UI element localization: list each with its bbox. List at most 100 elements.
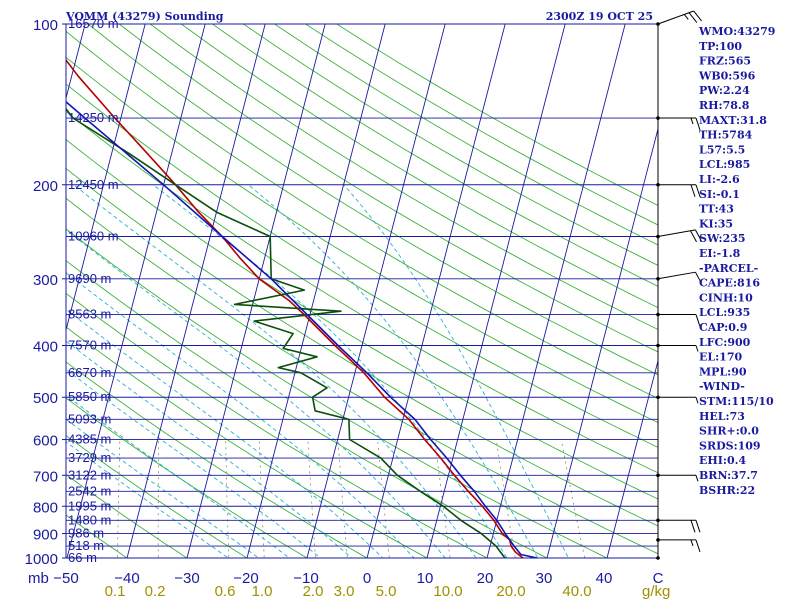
mixing-ratio-line bbox=[117, 439, 121, 558]
temperature-tick-label: −20 bbox=[233, 570, 258, 587]
index-item: KI:35 bbox=[699, 217, 733, 230]
index-item: CAPE:816 bbox=[699, 277, 760, 290]
background-lines bbox=[0, 24, 658, 569]
mixing-ratio-line bbox=[307, 439, 316, 558]
axis-ticks bbox=[62, 23, 66, 559]
dry-adiabat bbox=[66, 167, 658, 527]
wind-barb-shaft bbox=[657, 229, 696, 237]
index-item: PW:2.24 bbox=[699, 84, 750, 97]
temperature-tick-label: −40 bbox=[114, 570, 139, 587]
moist-adiabat bbox=[343, 184, 569, 558]
temperature-tick-label: −30 bbox=[174, 570, 199, 587]
height-label: 986 m bbox=[68, 526, 104, 541]
wind-profile bbox=[656, 10, 702, 560]
index-item: -PARCEL- bbox=[699, 262, 758, 275]
index-item: STM:115/10 bbox=[699, 395, 774, 408]
index-item: SRDS:109 bbox=[699, 439, 761, 452]
dry-adiabat bbox=[66, 326, 428, 558]
dry-adiabat bbox=[66, 260, 549, 558]
index-item: SW:235 bbox=[699, 232, 746, 245]
wind-barb-half-feather bbox=[690, 539, 694, 547]
index-item: SI:-0.1 bbox=[699, 188, 740, 201]
pressure-tick-label: 600 bbox=[33, 433, 58, 450]
wind-barb-half-feather bbox=[695, 475, 699, 482]
mixing-ratio-tick-label: 10.0 bbox=[433, 583, 462, 600]
dry-adiabat bbox=[66, 514, 128, 558]
index-item: MPL:90 bbox=[699, 365, 747, 378]
chart-date: 2300Z 19 OCT 25 bbox=[546, 10, 653, 23]
pressure-tick-label: 1000 bbox=[25, 551, 58, 568]
dry-adiabat bbox=[274, 24, 658, 246]
pressure-tick-label: 900 bbox=[33, 527, 58, 544]
height-label: 518 m bbox=[68, 538, 104, 553]
height-label: 10960 m bbox=[68, 228, 119, 243]
height-label: 6670 m bbox=[68, 365, 111, 380]
dry-adiabat bbox=[66, 83, 658, 448]
wind-barb-feather bbox=[695, 314, 701, 327]
moist-adiabat bbox=[152, 184, 508, 558]
isotherm bbox=[606, 359, 658, 558]
height-label: 9690 m bbox=[68, 271, 111, 286]
wind-barb-shaft bbox=[657, 10, 694, 25]
mixing-ratio-tick-label: 20.0 bbox=[496, 583, 525, 600]
index-item: EHI:0.4 bbox=[699, 454, 746, 467]
index-item: TT:43 bbox=[699, 203, 734, 216]
height-label: 3729 m bbox=[68, 450, 111, 465]
dry-adiabat bbox=[87, 24, 658, 376]
mixing-ratio-line bbox=[337, 439, 348, 558]
moist-adiabat bbox=[66, 394, 291, 558]
dry-adiabat bbox=[66, 434, 248, 558]
isotherm bbox=[66, 24, 146, 332]
dry-adiabat bbox=[66, 56, 658, 424]
parcel-line bbox=[66, 100, 541, 558]
height-label: 1480 m bbox=[68, 512, 111, 527]
height-label: 2542 m bbox=[68, 483, 111, 498]
index-item: HEL:73 bbox=[699, 410, 745, 423]
wind-barb-feather bbox=[688, 12, 698, 23]
wind-barb-feather bbox=[695, 520, 701, 533]
mixing-ratio-line bbox=[495, 439, 516, 558]
height-label: 5850 m bbox=[68, 389, 111, 404]
pressure-tick-label: 400 bbox=[33, 339, 58, 356]
index-item: SHR+:0.0 bbox=[699, 425, 759, 438]
index-item: CAP:0.9 bbox=[699, 321, 747, 334]
dry-adiabat bbox=[66, 110, 658, 474]
moist-adiabat bbox=[66, 229, 446, 558]
dry-adiabat bbox=[66, 30, 658, 399]
index-item: LCL:985 bbox=[699, 158, 750, 171]
dry-adiabat bbox=[66, 397, 308, 558]
index-item: EI:-1.8 bbox=[699, 247, 741, 260]
height-label: 4385 m bbox=[68, 432, 111, 447]
sounding-curves bbox=[66, 58, 541, 558]
dry-adiabat bbox=[149, 24, 658, 330]
pressure-tick-label: 300 bbox=[33, 272, 58, 289]
mixing-ratio-line bbox=[258, 439, 265, 558]
wind-barb-feather bbox=[694, 271, 702, 284]
index-item: CINH:10 bbox=[699, 291, 753, 304]
wind-barb-point bbox=[656, 276, 660, 281]
temperature-tick-label: C bbox=[653, 570, 664, 587]
dry-adiabat bbox=[212, 24, 658, 287]
pressure-tick-label: 500 bbox=[33, 390, 58, 407]
temperature-tick-label: −50 bbox=[53, 570, 78, 587]
moist-adiabat bbox=[66, 308, 384, 558]
mixing-ratio-tick-label: 0.2 bbox=[145, 583, 166, 600]
height-label: 3122 m bbox=[68, 467, 111, 482]
index-item: RH:78.8 bbox=[699, 99, 750, 112]
isotherm bbox=[0, 24, 25, 569]
index-item: LI:-2.6 bbox=[699, 173, 740, 186]
moist-adiabat bbox=[66, 441, 229, 558]
pressure-tick-label: 800 bbox=[33, 499, 58, 516]
index-item: EL:170 bbox=[699, 351, 742, 364]
mixing-ratio-tick-label: 0.1 bbox=[105, 583, 126, 600]
isotherm bbox=[66, 24, 206, 558]
pressure-tick-label: 100 bbox=[33, 17, 58, 34]
mixing-ratio-tick-label: 0.6 bbox=[215, 583, 236, 600]
isotherm bbox=[306, 24, 446, 558]
index-item: L57:5.5 bbox=[699, 143, 745, 156]
index-item: BRN:37.7 bbox=[699, 469, 758, 482]
moist-adiabat bbox=[66, 272, 415, 558]
isotherm bbox=[426, 24, 566, 558]
wind-barb-feather bbox=[694, 229, 702, 242]
